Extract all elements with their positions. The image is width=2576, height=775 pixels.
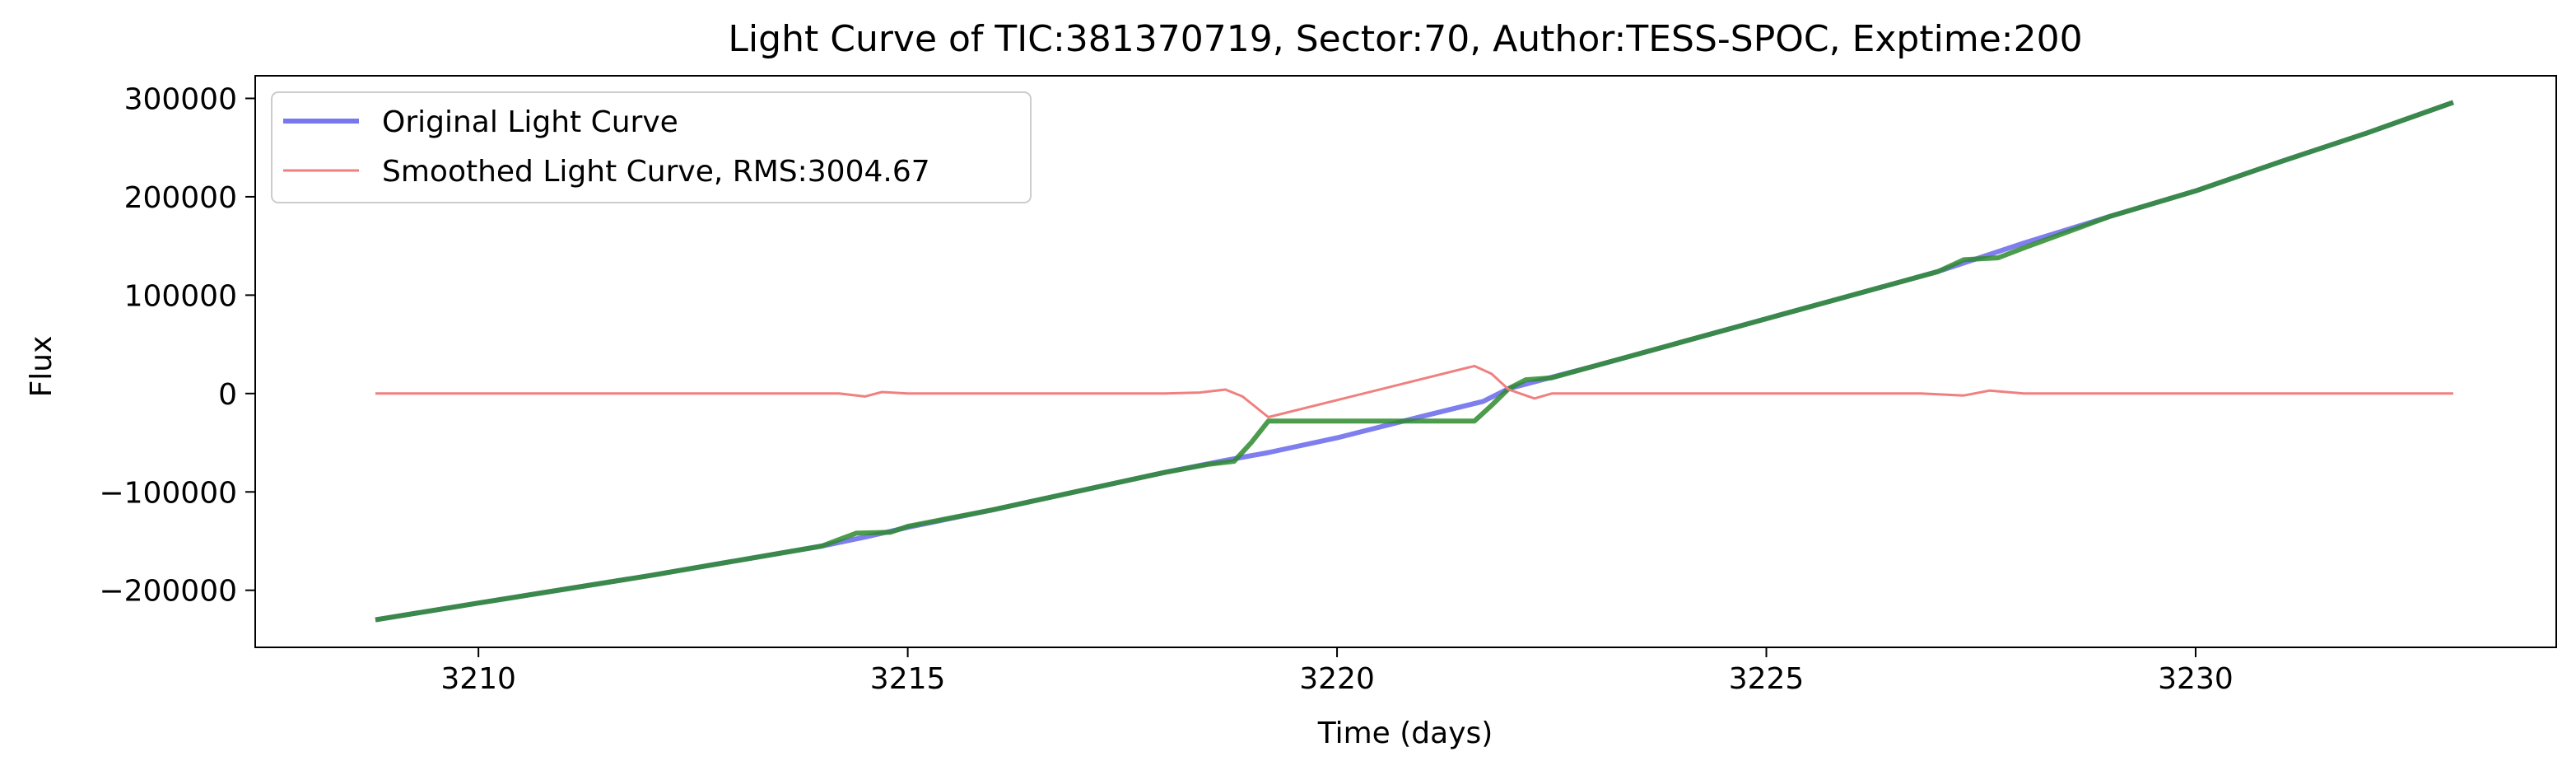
x-axis-label: Time (days) — [1317, 717, 1493, 750]
y-tick-label: 100000 — [124, 279, 237, 313]
y-tick-label: −200000 — [99, 575, 237, 609]
series-layer — [375, 100, 2454, 623]
x-tick-label: 3215 — [870, 662, 946, 696]
y-tick-label: 200000 — [124, 181, 237, 215]
legend-box — [271, 91, 1032, 203]
x-tick-label: 3225 — [1729, 662, 1805, 696]
y-tick-label: 0 — [218, 378, 237, 412]
x-tick-label: 3210 — [440, 662, 516, 696]
y-tick-label: 300000 — [124, 82, 237, 116]
legend: Original Light Curve Smoothed Light Curv… — [271, 91, 1032, 203]
x-tick-label: 3220 — [1299, 662, 1375, 696]
x-tick-label: 3230 — [2158, 662, 2234, 696]
y-tick-label: −100000 — [99, 476, 237, 510]
legend-label-original: Original Light Curve — [382, 105, 678, 139]
legend-label-smoothed: Smoothed Light Curve, RMS:3004.67 — [382, 155, 930, 189]
series-line-2 — [375, 100, 2454, 623]
plot-frame — [254, 75, 2557, 648]
series-line-3 — [375, 364, 2453, 418]
x-axis-ticks: 3210 3215 3220 3225 3230 — [440, 647, 2234, 696]
plot-area — [254, 75, 2557, 648]
y-axis-label: Flux — [25, 336, 58, 398]
chart-title: Light Curve of TIC:381370719, Sector:70,… — [728, 18, 2082, 60]
y-axis-ticks: −200000 −100000 0 100000 200000 300000 — [99, 82, 255, 609]
